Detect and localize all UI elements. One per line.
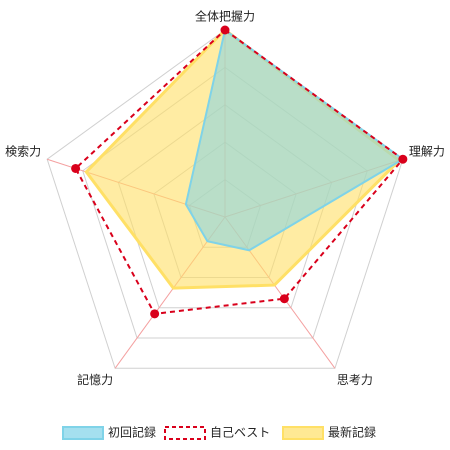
legend-label: 最新記録 [328, 425, 376, 440]
data-point [398, 154, 408, 164]
category-label: 検索力 [5, 145, 41, 159]
legend-swatch [282, 426, 324, 440]
data-point [279, 294, 289, 304]
data-point [150, 309, 160, 319]
series-area [184, 28, 405, 252]
category-label: 理解力 [409, 145, 445, 159]
category-label: 全体把握力 [195, 9, 255, 24]
data-point [71, 163, 81, 173]
series-line [74, 28, 405, 315]
legend-label: 自己ベスト [210, 426, 270, 440]
data-point [220, 25, 230, 35]
legend-swatch [62, 426, 104, 440]
category-label: 思考力 [337, 373, 373, 387]
category-label: 記憶力 [77, 372, 113, 387]
legend-label: 初回記録 [108, 425, 156, 440]
legend-swatch [164, 426, 206, 440]
